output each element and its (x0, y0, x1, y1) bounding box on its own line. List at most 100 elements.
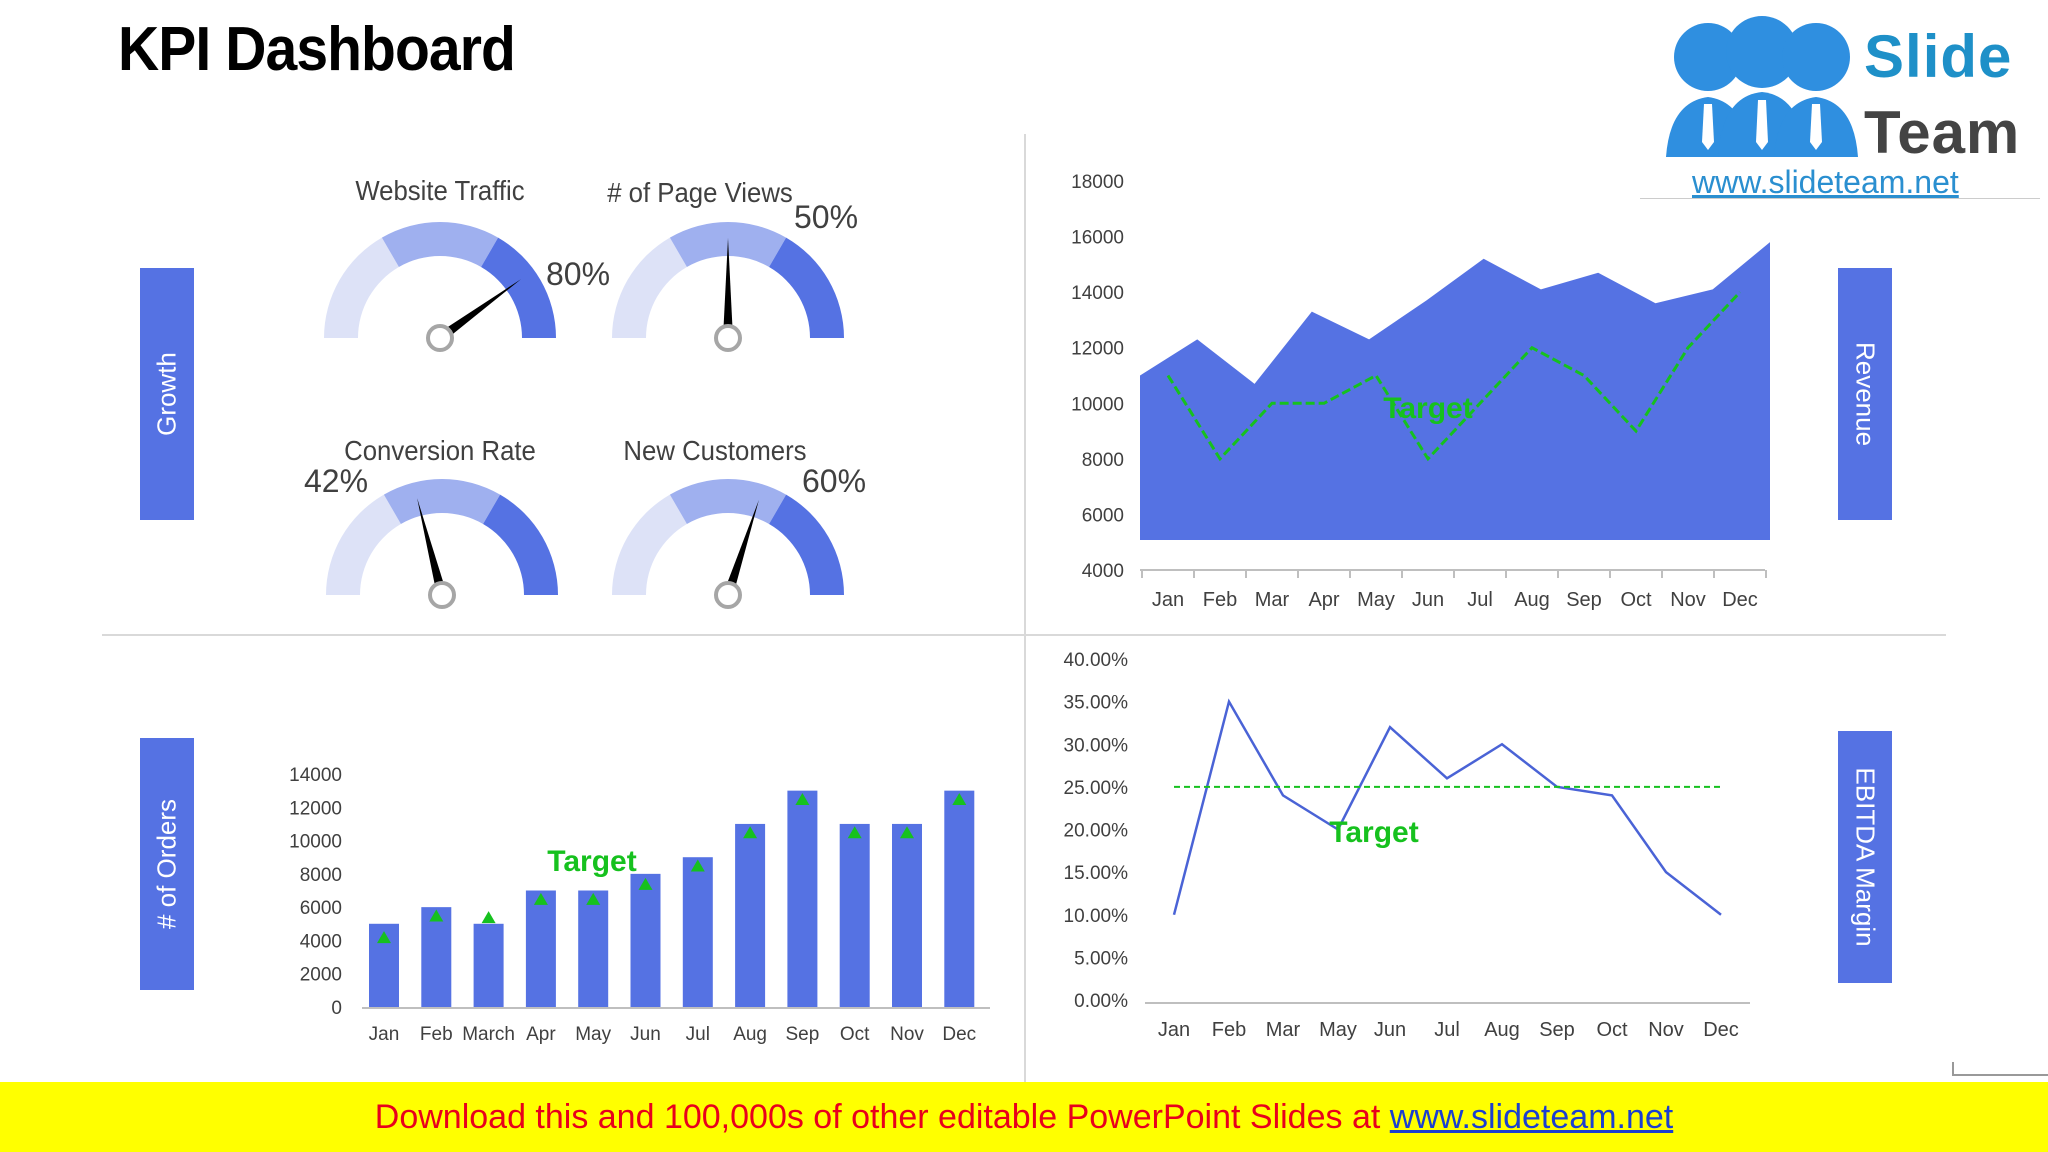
x-tick-label: Jul (686, 1024, 710, 1045)
x-tick-label: Feb (1203, 589, 1237, 611)
y-tick-label: 10000 (1071, 394, 1124, 415)
gauge-band-low (324, 237, 399, 338)
x-tick-label: Jul (1434, 1019, 1460, 1041)
target-annotation: Target (547, 845, 636, 878)
people-icon (1666, 16, 1858, 157)
y-tick-label: 14000 (289, 765, 342, 786)
target-marker (533, 892, 548, 905)
y-tick-label: 14000 (1071, 283, 1124, 304)
gauge-band-mid (669, 478, 787, 525)
x-tick-label: Jun (1374, 1019, 1406, 1041)
x-tick-label: Dec (1722, 589, 1758, 611)
x-tick-label: March (462, 1024, 515, 1045)
y-tick-label: 8000 (300, 865, 342, 886)
order-bar (578, 890, 609, 1007)
banner-message: Download this and 100,000s of other edit… (374, 1098, 1390, 1136)
y-tick-label: 12000 (1071, 339, 1124, 360)
gauge-band-low (612, 494, 687, 595)
order-bar (630, 873, 661, 1007)
target-marker (952, 792, 967, 805)
x-tick-label: Jun (1412, 589, 1444, 611)
y-tick-label: 6000 (300, 898, 342, 919)
y-tick-label: 18000 (1071, 172, 1124, 193)
y-tick-label: 5.00% (1074, 948, 1128, 969)
gauge-needle (723, 238, 733, 338)
target-marker (377, 931, 391, 944)
logo-word-team: Team (1864, 99, 2021, 166)
y-tick-label: 40.00% (1064, 650, 1129, 671)
x-tick-label: Nov (890, 1024, 924, 1045)
y-tick-label: 30.00% (1064, 735, 1129, 756)
target-marker (743, 826, 758, 839)
target-marker (429, 909, 444, 922)
y-tick-label: 10000 (289, 832, 342, 853)
x-tick-label: Dec (1703, 1019, 1739, 1041)
orders-label: # of Orders (140, 738, 194, 990)
target-marker (847, 826, 862, 839)
gauge-hub (426, 324, 454, 352)
vertical-divider (1024, 134, 1026, 1082)
target-marker (795, 792, 810, 805)
gauge-value-label: 80% (546, 256, 610, 292)
x-tick-label: Sep (1566, 589, 1602, 611)
y-tick-label: 0.00% (1074, 991, 1128, 1012)
y-tick-label: 10.00% (1064, 906, 1129, 927)
x-tick-label: Aug (733, 1024, 767, 1045)
x-tick-label: Nov (1648, 1019, 1684, 1041)
x-tick-label: Feb (420, 1024, 453, 1045)
y-tick-label: 15.00% (1064, 863, 1129, 884)
x-tick-label: Aug (1484, 1019, 1520, 1041)
gauge-value-label: 42% (304, 463, 368, 499)
gauge-title: Website Traffic (355, 175, 524, 206)
gauge-needle (437, 279, 521, 343)
order-bar (787, 790, 818, 1007)
y-tick-label: 8000 (1082, 450, 1124, 471)
logo-rule (1640, 198, 2040, 199)
gauge-title: # of Page Views (607, 177, 793, 208)
y-tick-label: 16000 (1071, 228, 1124, 249)
banner-link[interactable]: www.slideteam.net (1389, 1098, 1674, 1136)
gauge-band-mid (383, 479, 501, 525)
order-bar (892, 823, 922, 1007)
slideteam-logo: Slide Team www.slideteam.net (1640, 4, 2040, 200)
x-tick-label: Mar (1255, 589, 1290, 611)
gauge-band-low (612, 237, 687, 338)
x-tick-label: Oct (1620, 589, 1652, 611)
x-tick-label: Apr (1308, 589, 1339, 611)
x-tick-label: Mar (1266, 1019, 1301, 1041)
order-bar (421, 907, 452, 1007)
logo-word-slide: Slide (1864, 23, 2013, 90)
download-banner-text: Download this and 100,000s of other edit… (0, 1082, 2048, 1152)
gauge-band-high (769, 237, 844, 338)
gauge-band-high (769, 494, 844, 595)
target-marker (586, 892, 601, 905)
x-tick-label: Sep (785, 1024, 819, 1045)
growth-label: Growth (140, 268, 194, 520)
x-tick-label: Nov (1670, 589, 1706, 611)
order-bar (839, 823, 870, 1007)
gauge-needle (417, 498, 447, 597)
x-tick-label: Sep (1539, 1019, 1575, 1041)
x-tick-label: Jan (1158, 1019, 1190, 1041)
target-marker (638, 877, 653, 890)
y-tick-label: 25.00% (1064, 778, 1129, 799)
gauge-hub (428, 581, 456, 609)
gauge-title: New Customers (623, 435, 806, 466)
x-tick-label: May (575, 1024, 611, 1045)
order-bar (682, 857, 713, 1007)
y-tick-label: 35.00% (1064, 693, 1129, 714)
gauge-hub (714, 324, 742, 352)
gauge-band-high (481, 237, 556, 338)
x-tick-label: Oct (1596, 1019, 1628, 1041)
target-line (1166, 291, 1742, 462)
logo-url[interactable]: www.slideteam.net (1692, 164, 1959, 200)
target-annotation: Target (1383, 392, 1472, 425)
x-tick-label: Jan (369, 1024, 400, 1045)
y-tick-label: 4000 (300, 931, 342, 952)
x-tick-label: Aug (1514, 589, 1550, 611)
x-tick-label: Jul (1467, 589, 1493, 611)
gauge-band-low (326, 494, 401, 595)
x-tick-label: May (1357, 589, 1395, 611)
gauge-band-high (483, 494, 558, 595)
